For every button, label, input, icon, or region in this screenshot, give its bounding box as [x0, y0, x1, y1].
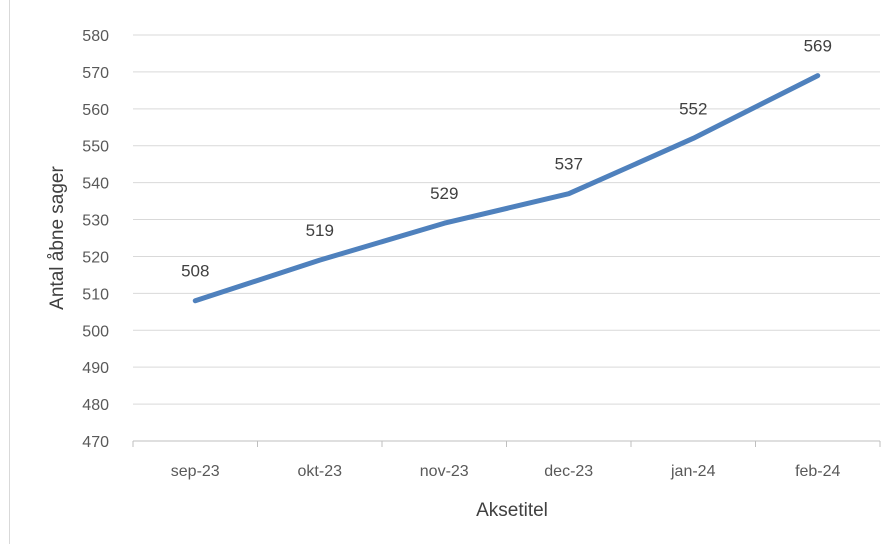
- y-tick-label: 490: [82, 360, 109, 377]
- y-tick-label: 520: [82, 249, 109, 266]
- y-tick-label: 560: [82, 102, 109, 119]
- y-axis-tick-labels: 470 480 490 500 510 520 530 540 550 560 570 580: [82, 28, 109, 451]
- x-tick-label: okt-23: [298, 463, 343, 480]
- chart-frame-border: [9, 0, 10, 544]
- data-label: 519: [306, 221, 334, 240]
- x-tick-label: sep-23: [171, 463, 220, 480]
- y-tick-label: 540: [82, 176, 109, 193]
- data-label: 569: [804, 37, 832, 56]
- data-label: 552: [679, 99, 707, 118]
- x-tick-label: feb-24: [795, 463, 840, 480]
- x-axis-title: Aksetitel: [476, 500, 548, 521]
- gridlines: [133, 34, 880, 405]
- y-tick-label: 480: [82, 397, 109, 414]
- y-tick-label: 570: [82, 65, 109, 82]
- y-axis-title: Antal åbne sager: [47, 166, 68, 310]
- y-tick-label: 580: [82, 28, 109, 45]
- x-axis-tick-labels: sep-23 okt-23 nov-23 dec-23 jan-24 feb-24: [171, 463, 841, 480]
- x-axis-tick-marks: [132, 441, 881, 447]
- data-label: 537: [555, 155, 583, 174]
- series-line: [192, 73, 821, 304]
- x-tick-label: dec-23: [544, 463, 593, 480]
- x-tick-label: jan-24: [670, 463, 716, 480]
- y-tick-label: 550: [82, 139, 109, 156]
- data-labels: 508 519 529 537 552 569: [181, 37, 832, 281]
- data-label: 529: [430, 184, 458, 203]
- y-tick-label: 500: [82, 323, 109, 340]
- y-tick-label: 470: [82, 434, 109, 451]
- y-tick-label: 530: [82, 213, 109, 230]
- x-tick-label: nov-23: [420, 463, 469, 480]
- y-tick-label: 510: [82, 286, 109, 303]
- data-label: 508: [181, 262, 209, 281]
